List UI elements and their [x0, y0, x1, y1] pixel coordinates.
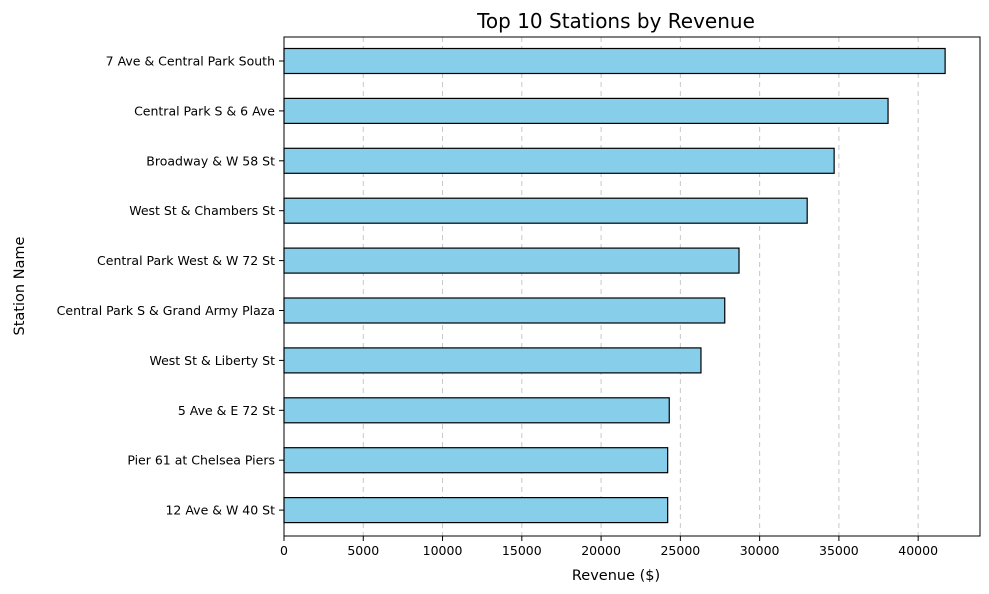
x-tick-label-6: 30000	[740, 543, 780, 558]
bar-3	[283, 147, 835, 174]
y-tick-label-6: Central Park S & Grand Army Plaza	[57, 303, 275, 318]
x-tick-label-1: 5000	[347, 543, 379, 558]
y-tick-label-5: Central Park West & W 72 St	[97, 253, 275, 268]
ticks: 7 Ave & Central Park South Central Park S…	[57, 54, 938, 559]
x-axis-label: Revenue ($)	[572, 568, 660, 584]
bar-5	[283, 247, 740, 274]
x-tick-label-4: 20000	[581, 543, 621, 558]
y-tick-label-2: Central Park S & 6 Ave	[134, 103, 275, 118]
bar-7	[283, 347, 702, 374]
y-tick-label-7: West St & Liberty St	[149, 353, 275, 368]
plot-frame	[283, 36, 981, 537]
bar-1	[283, 47, 946, 75]
y-tick-label-3: Broadway & W 58 St	[146, 153, 275, 168]
x-tick-label-8: 40000	[898, 543, 938, 558]
x-tick-label-5: 25000	[660, 543, 700, 558]
x-tick-label-3: 15000	[502, 543, 542, 558]
bar-6	[283, 297, 726, 324]
bar-4	[283, 197, 808, 224]
y-tick-label-10: 12 Ave & W 40 St	[165, 503, 275, 518]
bar-2	[283, 97, 889, 125]
bars	[283, 47, 946, 524]
bar-9	[283, 447, 669, 474]
y-tick-label-8: 5 Ave & E 72 St	[178, 403, 275, 418]
y-tick-label-1: 7 Ave & Central Park South	[106, 54, 275, 69]
bar-8	[283, 397, 670, 424]
x-tick-label-2: 10000	[423, 543, 463, 558]
chart-title: Top 10 Stations by Revenue	[476, 9, 755, 33]
axes	[283, 36, 981, 537]
y-tick-label-9: Pier 61 at Chelsea Piers	[127, 453, 275, 468]
y-tick-label-4: West St & Chambers St	[129, 203, 275, 218]
y-axis-label: Station Name	[12, 236, 28, 335]
x-tick-label-0: 0	[280, 543, 288, 558]
bar-10	[283, 497, 669, 524]
x-tick-label-7: 35000	[819, 543, 859, 558]
